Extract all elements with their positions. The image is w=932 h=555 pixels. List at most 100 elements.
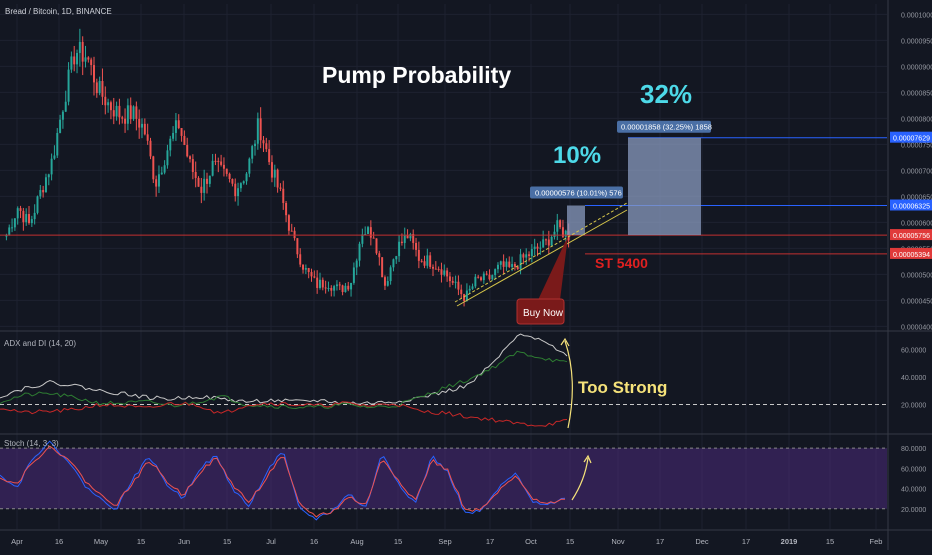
candle-body <box>262 140 265 144</box>
candle-body <box>109 102 112 111</box>
annotation-stop: ST 5400 <box>595 255 648 271</box>
price-tag-label: 0.00005756 <box>893 233 930 240</box>
candle-body <box>135 106 138 119</box>
candle-body <box>107 102 110 106</box>
candle-body <box>152 156 155 180</box>
candle-body <box>200 186 203 193</box>
candle-body <box>177 120 180 129</box>
candle-body <box>251 146 254 159</box>
adx-series-adx-line <box>0 333 568 405</box>
time-axis-label: 17 <box>656 537 664 546</box>
candle-body <box>491 275 494 280</box>
candle-body <box>539 247 542 249</box>
candle-body <box>282 188 285 203</box>
candle-body <box>67 69 70 102</box>
candle-body <box>143 123 146 135</box>
candle-body <box>285 202 288 216</box>
candle-body <box>463 294 466 301</box>
candle-body <box>76 52 79 65</box>
time-axis-label: Aug <box>350 537 363 546</box>
buy-callout-label: Buy Now <box>523 308 564 319</box>
time-axis-label: Apr <box>11 537 23 546</box>
price-tick-label: 0.00009500 <box>901 38 932 45</box>
candle-body <box>313 276 316 278</box>
candle-body <box>547 239 550 246</box>
candle-body <box>451 281 454 283</box>
candle-body <box>378 253 381 258</box>
candle-body <box>358 243 361 261</box>
candle-body <box>499 261 502 265</box>
candle-body <box>90 59 93 66</box>
adx-pane-title: ADX and DI (14, 20) <box>4 339 77 348</box>
candle-body <box>180 128 183 136</box>
candle-body <box>355 260 358 268</box>
candle-body <box>121 117 124 119</box>
candle-body <box>259 118 262 141</box>
candle-body <box>166 150 169 166</box>
candle-body <box>522 254 525 258</box>
candle-body <box>13 218 16 228</box>
channel-line-top <box>454 202 628 303</box>
candle-body <box>542 239 545 248</box>
stoch-tick-label: 80.0000 <box>901 446 926 453</box>
candle-body <box>409 234 412 239</box>
candle-body <box>98 81 101 94</box>
price-tick-label: 0.00009000 <box>901 64 932 71</box>
candle-body <box>389 267 392 282</box>
stoch-arrow-shaft <box>571 457 589 501</box>
candle-body <box>73 56 76 65</box>
price-tick-label: 0.00008000 <box>901 116 932 123</box>
candle-body <box>64 101 67 112</box>
box-label-big: 0.00001858 (32.25%) 1858 <box>621 123 712 132</box>
time-axis-label: 15 <box>223 537 231 546</box>
price-tick-label: 0.00006500 <box>901 194 932 201</box>
candle-body <box>482 273 485 281</box>
price-tag-bg <box>890 131 932 143</box>
candle-body <box>16 208 19 219</box>
candle-body <box>505 261 508 267</box>
candle-body <box>157 174 160 187</box>
box-label-small-bg <box>530 186 623 199</box>
candle-body <box>237 188 240 197</box>
candle-body <box>415 242 418 250</box>
candle-body <box>335 284 338 287</box>
adx-series-di-line <box>0 401 568 427</box>
candle-body <box>138 118 141 128</box>
symbol-header: Bread / Bitcoin, 1D, BINANCE <box>5 7 112 16</box>
candles-group <box>5 28 570 307</box>
adx-arrow-head <box>560 337 570 347</box>
candle-body <box>160 172 163 175</box>
candle-body <box>19 208 22 211</box>
candle-body <box>293 230 296 239</box>
buy-callout-box <box>516 298 565 325</box>
price-tick-label: 0.00004000 <box>901 324 932 331</box>
candle-body <box>372 237 375 239</box>
candle-body <box>228 173 231 180</box>
candle-body <box>398 241 401 257</box>
candle-body <box>383 277 386 286</box>
time-axis-label: 15 <box>137 537 145 546</box>
candle-body <box>174 120 177 133</box>
time-axis-label: 16 <box>310 537 318 546</box>
candle-body <box>279 187 282 189</box>
candle-body <box>333 286 336 291</box>
candle-body <box>220 161 223 165</box>
candle-body <box>381 257 384 278</box>
candle-body <box>217 160 220 162</box>
adx-tick-label: 40.0000 <box>901 375 926 382</box>
stoch-arrow-head <box>583 454 592 464</box>
candle-body <box>550 237 553 246</box>
time-axis-label: 2019 <box>781 537 798 546</box>
annotation-pct-small: 10% <box>553 142 601 169</box>
candle-body <box>149 140 152 157</box>
candle-body <box>341 285 344 293</box>
candle-body <box>163 165 166 173</box>
candle-body <box>386 281 389 286</box>
candle-body <box>480 277 483 281</box>
candle-body <box>307 268 310 273</box>
candle-body <box>205 178 208 184</box>
candle-body <box>530 249 533 257</box>
candle-body <box>239 183 242 189</box>
candle-body <box>431 266 434 269</box>
